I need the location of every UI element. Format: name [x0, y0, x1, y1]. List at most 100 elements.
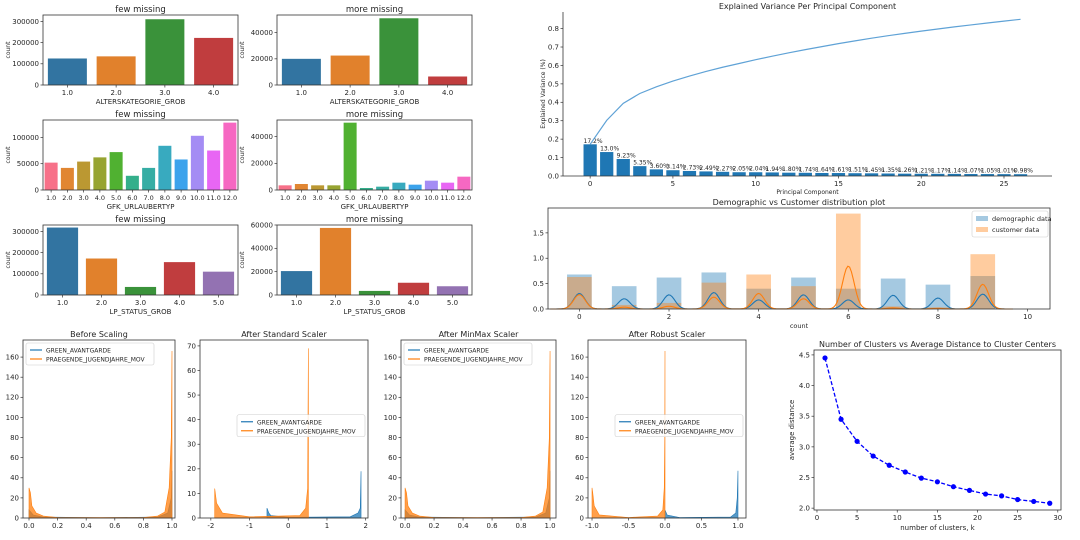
y-tick-label: 140 — [571, 374, 584, 382]
legend-label: PRAEGENDE_JUGENDJAHRE_MOV — [424, 357, 524, 364]
x-tick-label: 1.0 — [291, 299, 302, 307]
bar — [898, 173, 912, 176]
bar-value-label: 1.74% — [799, 166, 818, 173]
x-tick-label: 2.0 — [345, 89, 356, 97]
y-tick-label: 0.5 — [533, 280, 544, 288]
y-axis-label: count — [5, 146, 12, 164]
x-tick-label: 10 — [751, 180, 760, 188]
x-tick-label: 15 — [933, 514, 942, 522]
data-point — [886, 462, 892, 468]
bar — [281, 58, 321, 85]
x-tick-label: 0.8 — [138, 522, 149, 530]
axes-frame — [276, 224, 473, 296]
axes-frame — [276, 119, 473, 191]
x-tick-label: 8.0 — [160, 194, 170, 202]
bar — [815, 172, 829, 176]
y-tick-label: 3.0 — [799, 443, 810, 451]
data-point — [1047, 500, 1053, 506]
bar — [666, 170, 680, 176]
y-tick-label: 0 — [192, 514, 196, 522]
x-tick-label: 1.0 — [544, 522, 555, 530]
data-point — [998, 493, 1005, 499]
bar — [311, 185, 325, 190]
x-tick-label: 0 — [815, 514, 819, 522]
chart-11: After Robust Scaler -1.0 -0.5 0.0 0.5 1.0 0 20 4… — [571, 330, 747, 530]
data-point — [902, 469, 908, 475]
x-tick-label: 0.2 — [52, 522, 63, 530]
bar — [583, 144, 597, 176]
y-tick-label: 120 — [571, 394, 584, 402]
y-tick-label: 40 — [187, 416, 196, 424]
data-point — [1031, 498, 1037, 505]
y-tick-label: 40000 — [251, 29, 273, 37]
y-tick-label: 0 — [35, 81, 39, 89]
x-tick-label: 1.0 — [46, 194, 56, 202]
y-tick-label: 80 — [388, 434, 397, 442]
x-tick-label: 1.0 — [57, 299, 68, 307]
chart-5: more missing 1.0 2.0 3.0 4.0 5.0 0 20000 40000 60… — [239, 215, 473, 316]
y-axis-label: count — [239, 41, 246, 59]
bar — [202, 271, 235, 295]
y-tick-label: 2.5 — [799, 474, 810, 482]
y-tick-label: 0.7 — [548, 43, 559, 51]
legend: GREEN_AVANTGARDE PRAEGENDE_JUGENDJAHRE_MO… — [614, 414, 744, 438]
bar — [408, 184, 422, 190]
bar — [319, 227, 352, 295]
bar-value-label: 1.64% — [815, 166, 834, 173]
axes-frame — [400, 339, 557, 519]
x-tick-label: 0 — [286, 522, 290, 530]
axes-frame — [587, 339, 747, 519]
y-tick-label: 40 — [388, 474, 397, 482]
legend-label: customer data — [992, 226, 1039, 234]
bar — [782, 172, 796, 176]
chart-12: Number of Clusters vs Average Distance t… — [788, 340, 1062, 532]
bar — [44, 162, 58, 190]
axes-frame — [22, 339, 176, 519]
x-tick-label: 12.0 — [223, 194, 237, 202]
legend-label: demographic data — [992, 215, 1052, 223]
x-axis-label: GFK_URLAUBERTYP — [107, 203, 175, 211]
y-tick-label: 40 — [10, 474, 19, 482]
legend-label: PRAEGENDE_JUGENDJAHRE_MOV — [257, 428, 357, 435]
x-tick-label: 1 — [325, 522, 329, 530]
x-tick-label: 10.0 — [424, 194, 438, 202]
x-tick-label: 11.0 — [440, 194, 454, 202]
bar-value-label: 1.05% — [981, 168, 1000, 175]
bar — [441, 182, 455, 190]
y-tick-label: 0.0 — [533, 305, 544, 313]
bar — [280, 271, 313, 295]
bar-value-label: 3.60% — [650, 163, 669, 170]
x-axis-label: number of clusters, k — [900, 524, 975, 532]
x-tick-label: 5.0 — [213, 299, 224, 307]
bar — [77, 161, 91, 190]
x-tick-label: 5.0 — [345, 194, 355, 202]
x-tick-label: 0.8 — [515, 522, 526, 530]
bar-value-label: 1.80% — [782, 166, 801, 173]
y-tick-label: 20 — [388, 494, 397, 502]
y-tick-label: 20000 — [251, 160, 273, 168]
x-tick-label: 10 — [893, 514, 902, 522]
y-tick-label: 60 — [575, 454, 584, 462]
legend-label: GREEN_AVANTGARDE — [635, 419, 700, 426]
bar-value-label: 1.07% — [964, 168, 983, 175]
density-area — [266, 471, 362, 519]
bar — [881, 173, 895, 176]
y-tick-label: 0 — [269, 81, 273, 89]
x-axis-label: GFK_URLAUBERTYP — [341, 203, 409, 211]
bar-value-label: 2.04% — [749, 166, 768, 173]
x-tick-label: 1.0 — [732, 522, 743, 530]
y-tick-label: 160 — [571, 353, 584, 361]
chart-9: After Standard Scaler-2 -1 0 1 2010203040506… — [187, 330, 369, 530]
bar — [330, 55, 370, 85]
x-tick-label: 30 — [1053, 514, 1062, 522]
data-point — [918, 475, 924, 481]
bar-value-label: 1.26% — [898, 167, 917, 174]
x-tick-label: 4.0 — [329, 194, 339, 202]
bar — [633, 166, 647, 176]
x-tick-label: 8.0 — [394, 194, 404, 202]
bar — [699, 171, 713, 176]
legend-label: GREEN_AVANTGARDE — [424, 348, 489, 355]
bar — [424, 180, 438, 190]
y-tick-label: 0.5 — [548, 80, 559, 88]
x-tick-label: 25 — [1013, 514, 1022, 522]
